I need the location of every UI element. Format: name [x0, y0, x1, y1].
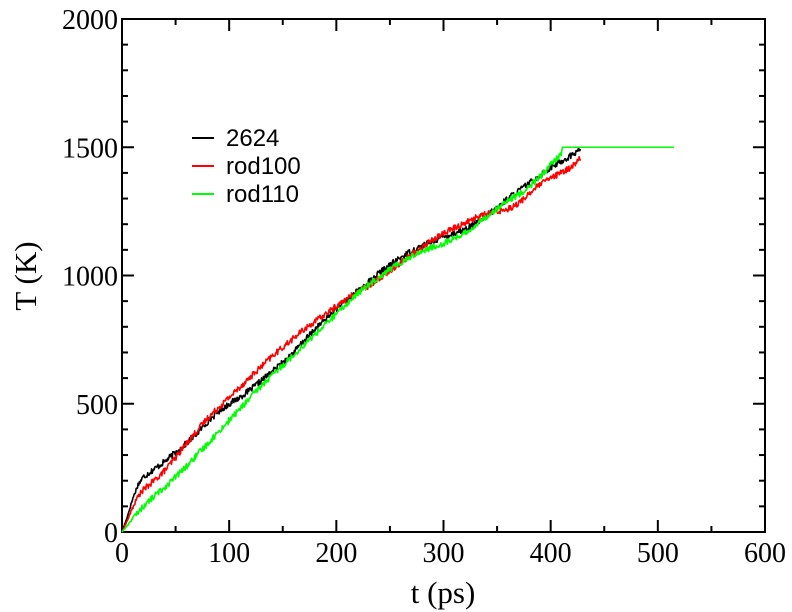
plot-frame [121, 18, 766, 533]
tick-labels: 0 100 200 300 400 500 600 0 500 1000 1500 2000 [62, 5, 786, 569]
y-tick-label: 2000 [62, 5, 118, 36]
series-line-2624 [121, 146, 582, 533]
x-tick-label: 500 [637, 538, 679, 569]
y-tick-label: 500 [76, 390, 118, 421]
y-tick-label: 1000 [62, 262, 118, 293]
x-tick-label: 400 [530, 538, 572, 569]
legend-label: rod100 [226, 153, 301, 180]
series-lines [121, 146, 674, 533]
x-tick-label: 600 [744, 538, 786, 569]
legend-label: rod110 [226, 181, 299, 208]
y-tick-label: 1500 [62, 133, 118, 164]
legend-label: 2624 [226, 125, 279, 152]
y-tick-label: 0 [104, 518, 118, 549]
x-axis-title: t (ps) [411, 575, 476, 610]
series-line-rod110 [121, 146, 674, 533]
x-tick-label: 200 [315, 538, 357, 569]
series-line-rod100 [121, 155, 582, 533]
axis-ticks [121, 18, 766, 533]
x-tick-label: 100 [208, 538, 250, 569]
plot-border [121, 18, 766, 533]
x-tick-label: 300 [423, 538, 465, 569]
y-axis-title: T (K) [8, 241, 43, 310]
x-tick-label: 0 [115, 538, 129, 569]
